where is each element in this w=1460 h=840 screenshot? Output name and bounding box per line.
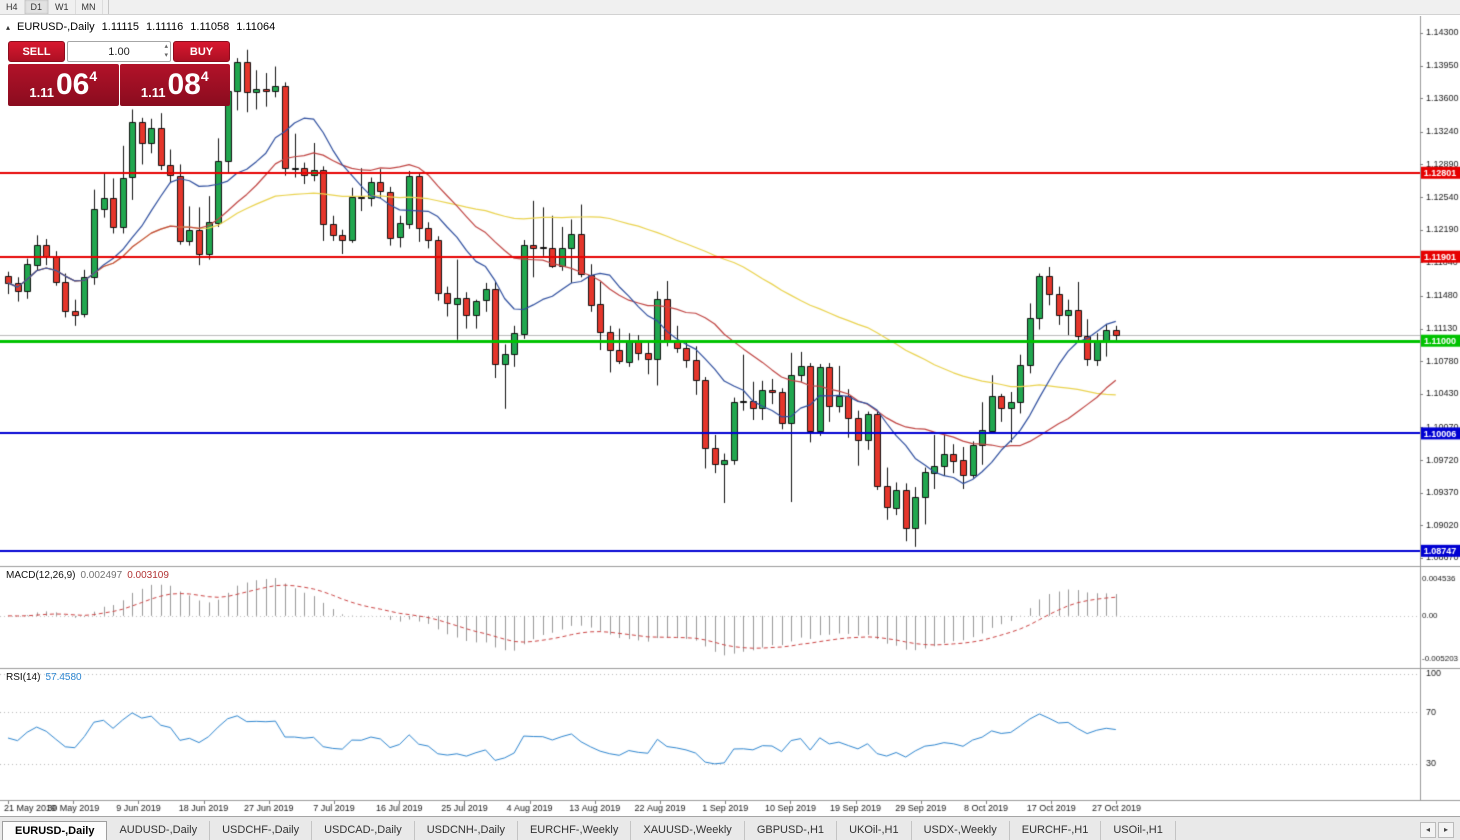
ohlc-open: 1.11115 [101,21,139,33]
sell-price-pips: 06 [55,68,90,101]
sell-button[interactable]: SELL [8,41,65,62]
tab-usdcnh-daily[interactable]: USDCNH-,Daily [415,821,518,840]
buy-price-pips: 08 [167,68,201,101]
volume-value[interactable]: 1.00 [108,45,130,58]
macd-name: MACD(12,26,9) [6,570,76,581]
sell-price-display[interactable]: 1.11 06 4 [8,64,119,106]
tab-eurchf-weekly[interactable]: EURCHF-,Weekly [518,821,632,840]
sell-price-prefix: 1.11 [29,85,54,100]
tab-usdx-weekly[interactable]: USDX-,Weekly [912,821,1010,840]
sell-price-point: 4 [89,68,98,84]
period-h4-button[interactable]: H4 [0,0,25,14]
toolbar-separator [103,0,109,14]
ohlc-low: 1.11058 [190,21,230,33]
macd-value: 0.002497 [80,570,123,581]
buy-price-point: 4 [200,68,209,84]
tab-audusd-daily[interactable]: AUDUSD-,Daily [107,821,211,840]
tabs-scroll-right-icon[interactable]: ▸ [1438,821,1454,838]
period-d1-button[interactable]: D1 [24,0,50,14]
period-w1-button[interactable]: W1 [49,0,76,14]
tab-scroll-controls: ◂ ▸ [1414,821,1460,838]
one-click-trading-panel: SELL 1.00 ▴ ▾ BUY 1.11 06 4 1.11 08 4 [8,41,230,106]
tab-usdchf-daily[interactable]: USDCHF-,Daily [210,821,313,840]
volume-up-icon[interactable]: ▴ [164,43,168,50]
price-chart-canvas[interactable] [0,16,1460,816]
volume-down-icon[interactable]: ▾ [164,52,168,59]
ohlc-high: 1.11116 [145,21,184,33]
symbol-title: EURUSD-,Daily [17,21,95,33]
tab-gbpusd-h1[interactable]: GBPUSD-,H1 [745,821,838,840]
buy-button[interactable]: BUY [173,41,230,62]
tab-usdcad-daily[interactable]: USDCAD-,Daily [312,821,415,840]
tabs-scroll-left-icon[interactable]: ◂ [1420,821,1436,838]
tab-eurchf-h1[interactable]: EURCHF-,H1 [1010,821,1102,840]
rsi-name: RSI(14) [6,672,41,683]
collapse-trade-panel-icon[interactable]: ▴ [6,22,11,32]
chart-tabs-bar: EURUSD-,Daily AUDUSD-,Daily USDCHF-,Dail… [0,816,1460,840]
period-mn-button[interactable]: MN [76,0,103,14]
macd-label: MACD(12,26,9) 0.002497 0.003109 [6,570,169,581]
symbol-info: ▴ EURUSD-,Daily 1.11115 1.11116 1.11058 … [6,21,275,33]
tab-ukoil-h1[interactable]: UKOil-,H1 [837,821,912,840]
buy-price-display[interactable]: 1.11 08 4 [119,64,230,106]
volume-field[interactable]: 1.00 ▴ ▾ [67,41,171,62]
tab-usoil-h1[interactable]: USOil-,H1 [1101,821,1176,840]
ohlc-close: 1.11064 [236,21,276,33]
macd-signal-value: 0.003109 [127,570,169,581]
volume-spinner: ▴ ▾ [164,42,168,60]
buy-price-prefix: 1.11 [140,85,166,100]
period-toolbar: H4 D1 W1 MN [0,0,1460,15]
tab-xauusd-weekly[interactable]: XAUUSD-,Weekly [631,821,745,840]
rsi-label: RSI(14) 57.4580 [6,672,82,683]
rsi-value: 57.4580 [45,672,82,683]
tab-eurusd-daily[interactable]: EURUSD-,Daily [2,821,108,840]
